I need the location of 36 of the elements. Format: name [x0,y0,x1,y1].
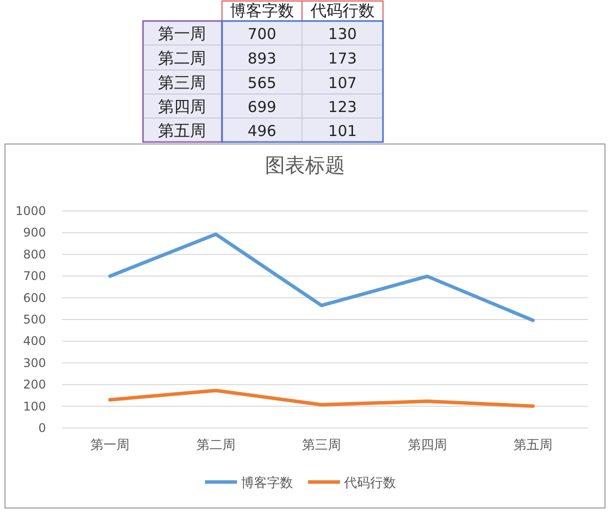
data-label: 699 [248,98,276,116]
data-label: 123 [328,98,357,116]
data-label: 496 [248,122,276,140]
x-tick-label: 第一周 [90,438,130,453]
y-tick-label: 800 [23,247,46,262]
line-series [108,388,535,408]
data-label: 130 [328,25,357,43]
legend-label: 代码行数 [343,476,396,491]
y-tick-label: 第五周 [158,121,206,140]
y-tick-label: 200 [23,378,46,392]
x-tick-label: 第三周 [302,438,341,453]
y-tick-label: 700 [23,269,46,284]
data-label: 893 [248,50,276,68]
data-label: 173 [328,50,357,68]
data-label: 101 [328,122,357,140]
x-tick-label: 第五周 [514,438,552,453]
y-tick-label: 500 [23,312,46,326]
x-tick-label: 第二周 [196,438,236,453]
data-label: 700 [248,25,276,43]
y-tick-label: 第四周 [158,97,206,116]
y-tick-label: 600 [23,290,46,305]
data-label: 565 [248,74,276,92]
x-tick-label: 第四周 [408,438,447,453]
y-tick-label: 第二周 [158,48,206,68]
legend-label: 博客字数 [241,475,293,491]
chart-title: 图表标题 [265,153,345,177]
y-tick-label: 300 [23,356,46,370]
y-tick-label: 0 [38,421,46,435]
y-tick-label: 第三周 [158,73,206,92]
y-tick-label: 1000 [15,204,46,218]
y-tick-label: 100 [23,399,46,414]
y-tick-label: 400 [23,334,46,348]
data-label: 107 [328,74,357,92]
line-series [108,232,535,322]
y-tick-label: 第一周 [158,24,206,43]
y-tick-label: 900 [23,226,46,240]
